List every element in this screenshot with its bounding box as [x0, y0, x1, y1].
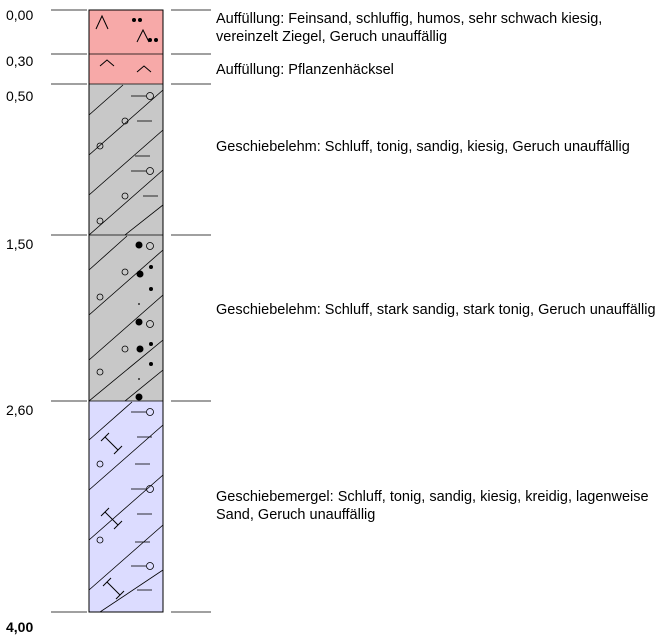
layer-fill-backfill-sand	[89, 10, 163, 54]
layer-description-till-marl: Geschiebemergel: Schluff, tonig, sandig,…	[216, 489, 649, 523]
layer-description-backfill-sand: Auffüllung: Feinsand, schluffig, humos, …	[216, 11, 603, 45]
backfill-sand-symbols	[95, 14, 158, 43]
till-loam-sandy-pattern	[89, 235, 163, 401]
layer-description-till-loam: Geschiebelehm: Schluff, tonig, sandig, k…	[216, 139, 630, 155]
layer-fill-backfill-plant	[89, 54, 163, 84]
till-loam-pattern	[89, 84, 163, 235]
till-marl-pattern	[89, 401, 163, 612]
depth-label-final: 4,00	[6, 619, 33, 635]
layer-description-till-loam-sandy: Geschiebelehm: Schluff, stark sandig, st…	[216, 302, 656, 318]
depth-label-1-50: 1,50	[6, 236, 33, 252]
column-border	[88, 9, 164, 613]
depth-label-top: 0,00	[6, 7, 33, 23]
layer-fill-till-loam-sandy	[89, 235, 163, 401]
layer-fill-till-loam	[89, 84, 163, 235]
depth-label-0-50: 0,50	[6, 88, 33, 104]
depth-label-0-30: 0,30	[6, 53, 33, 69]
layer-description-backfill-plant: Auffüllung: Pflanzenhäcksel	[216, 62, 394, 78]
plant-chippings-symbols	[99, 59, 152, 73]
layer-boundaries	[89, 53, 163, 402]
depth-label-2-60: 2,60	[6, 402, 33, 418]
depth-ticks	[51, 9, 211, 613]
